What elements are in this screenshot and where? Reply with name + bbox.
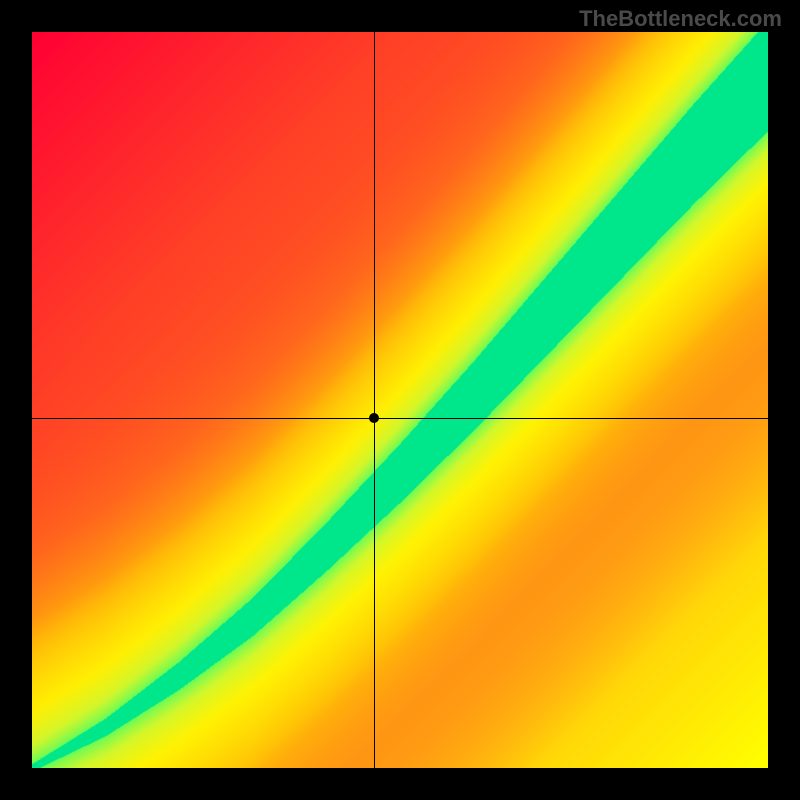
crosshair-horizontal xyxy=(32,418,768,419)
plot-area xyxy=(32,32,768,768)
bottleneck-heatmap xyxy=(32,32,768,768)
crosshair-vertical xyxy=(374,32,375,768)
watermark-text: TheBottleneck.com xyxy=(579,6,782,32)
selection-marker xyxy=(369,413,379,423)
